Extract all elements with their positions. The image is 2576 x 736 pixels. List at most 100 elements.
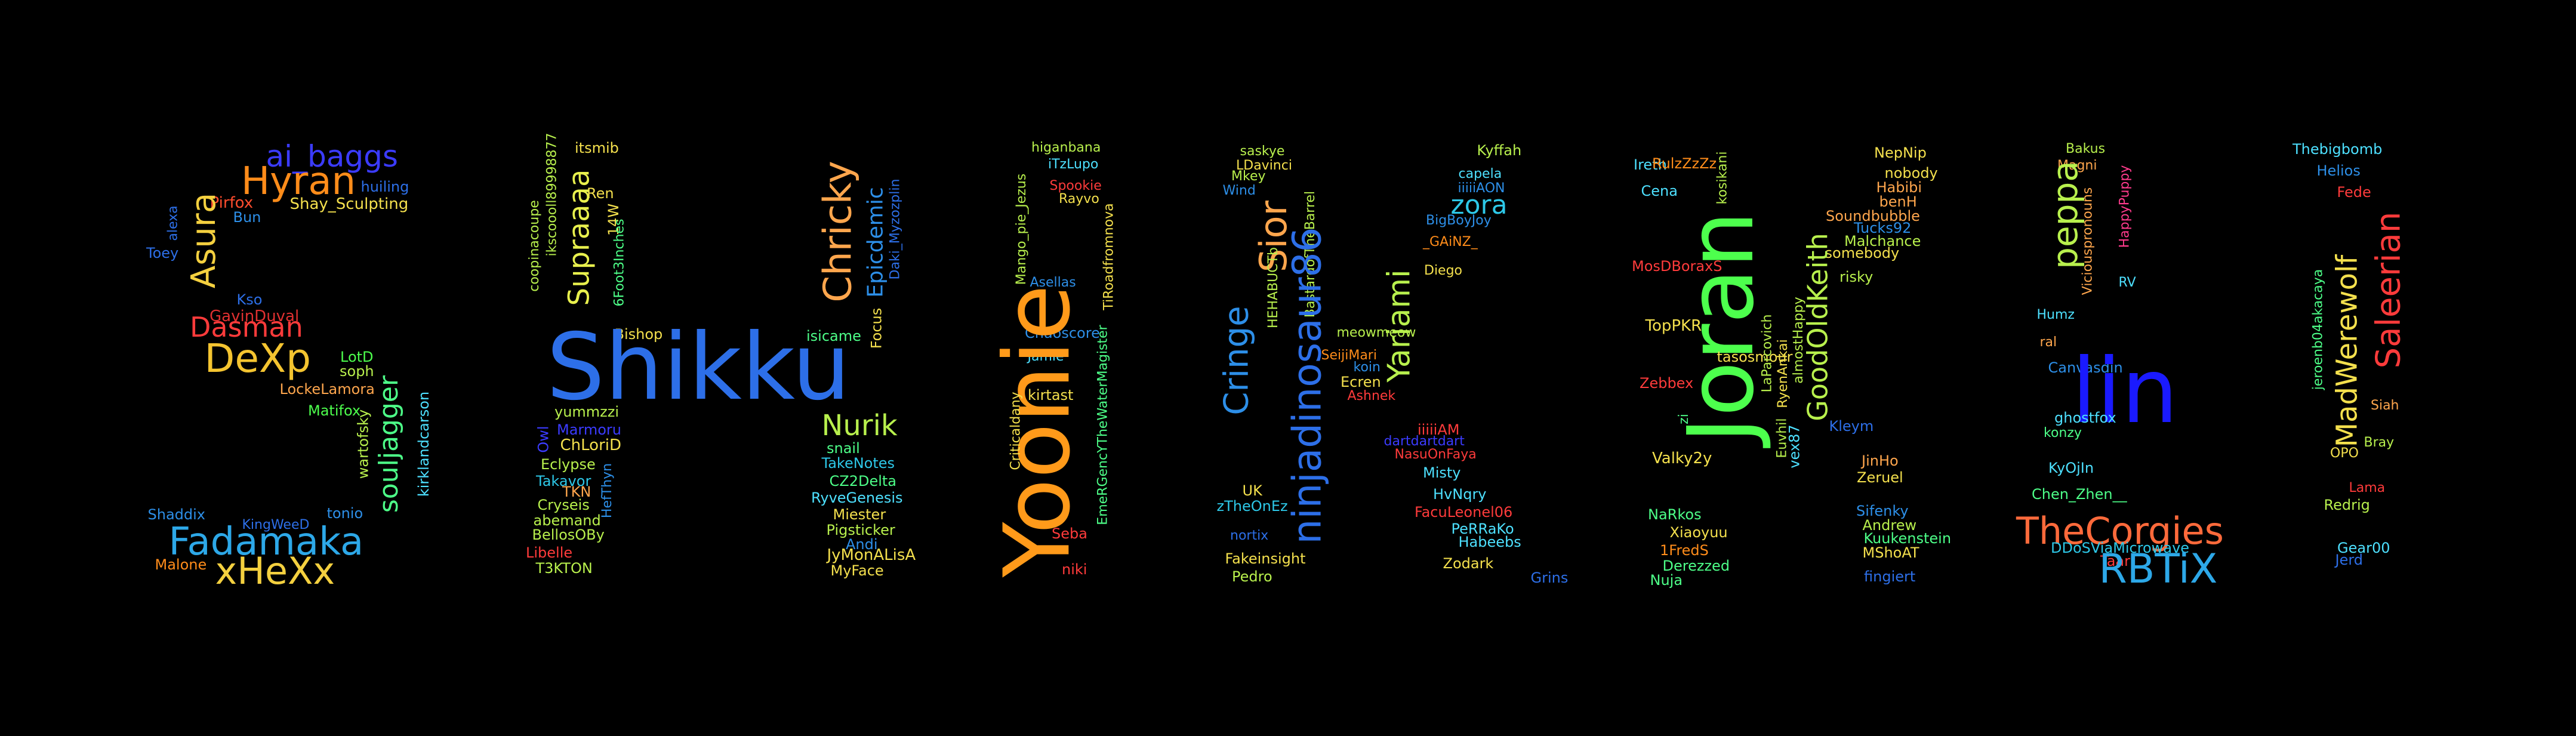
cloud-word: Humz: [2036, 307, 2075, 322]
cloud-word: Takavor: [536, 473, 591, 489]
cloud-word: Malone: [155, 556, 207, 573]
cloud-word: lin: [2072, 340, 2178, 444]
cloud-word: Grins: [1530, 569, 1569, 586]
cloud-word: LockeLamora: [279, 381, 375, 398]
cloud-word: ral: [2039, 335, 2057, 350]
cloud-word: Matifox: [308, 402, 361, 419]
cloud-word: LDavinci: [1236, 158, 1292, 173]
cloud-word: JyMonALisA: [827, 546, 916, 564]
cloud-word: ghostfox: [2054, 409, 2116, 426]
cloud-word: Bray: [2364, 435, 2395, 450]
cloud-word: tonio: [326, 505, 363, 522]
cloud-word: BigBoyJoy: [1426, 213, 1492, 228]
cloud-word: Daki_Myzozplin: [887, 178, 902, 280]
cloud-word: saskye: [1240, 144, 1285, 159]
cloud-word: MyFace: [830, 562, 884, 579]
cloud-word: snail: [827, 440, 860, 457]
cloud-word: isicame: [806, 328, 861, 344]
cloud-word: Andi: [846, 536, 878, 553]
cloud-word: Saleerian: [2368, 211, 2408, 369]
cloud-word: Rayvo: [1059, 192, 1099, 207]
cloud-word: Asellas: [1030, 275, 1076, 290]
cloud-word: 6Foot3Inches: [611, 218, 627, 307]
cloud-word: abemand: [533, 512, 601, 529]
cloud-word: souljagger: [374, 375, 405, 513]
cloud-word: Taar: [2100, 553, 2130, 569]
cloud-word: Toey: [146, 245, 179, 261]
cloud-word: Asura: [184, 192, 224, 289]
cloud-word: Bakus: [2066, 141, 2106, 156]
cloud-word: soph: [340, 363, 374, 380]
cloud-word: Lama: [2349, 481, 2386, 495]
cloud-word: benH: [1879, 193, 1917, 210]
cloud-word: niki: [1062, 561, 1087, 578]
cloud-word: itsmib: [575, 140, 619, 156]
cloud-word: TiRoadfromnova: [1101, 203, 1117, 310]
cloud-word: DeXp: [204, 335, 312, 381]
cloud-word: HEHABUCTb: [1266, 247, 1281, 328]
cloud-word: Owl: [535, 426, 552, 453]
cloud-word: Ireth: [1634, 156, 1667, 173]
cloud-word: somebody: [1825, 245, 1900, 261]
cloud-word: Chaoscore: [1025, 325, 1100, 341]
cloud-word: Mango_pie_Jezus: [1014, 173, 1030, 285]
cloud-word: ninjadinosaur86: [1284, 227, 1330, 544]
cloud-word: Pirfox: [209, 194, 254, 212]
cloud-word: Kso: [236, 291, 263, 308]
cloud-word: meowmeow: [1336, 325, 1416, 340]
cloud-word: EmeRGencYTheWaterMagister: [1095, 325, 1111, 525]
cloud-word: higanbana: [1031, 140, 1101, 155]
cloud-word: _GAiNZ_: [1423, 235, 1478, 250]
cloud-word: Ren: [587, 185, 614, 202]
cloud-word: Redrig: [2324, 497, 2370, 513]
cloud-word: iiiiiAM: [1418, 421, 1460, 438]
cloud-word: Spookie: [1049, 178, 1102, 193]
cloud-word: alexa: [165, 205, 181, 241]
cloud-word: FacuLeonel06: [1415, 504, 1513, 521]
cloud-word: Cryseis: [537, 497, 590, 513]
cloud-word: Miester: [833, 506, 886, 523]
cloud-word: kirtast: [1028, 387, 1074, 404]
cloud-word: Andrew: [1862, 517, 1917, 534]
cloud-word: Shikku: [546, 314, 851, 421]
cloud-word: Helios: [2316, 162, 2361, 179]
cloud-word: RyenAnkai: [1775, 339, 1791, 408]
cloud-word: Focus: [867, 307, 885, 349]
cloud-word: OPO: [2330, 446, 2359, 461]
cloud-word: Criticaldany: [1008, 392, 1024, 470]
cloud-word: zi: [1676, 414, 1691, 424]
cloud-word: Diego: [1424, 263, 1463, 278]
cloud-word: BellosOBy: [532, 526, 605, 543]
cloud-word: CZ2Delta: [829, 473, 897, 489]
cloud-word: Jerd: [2335, 552, 2364, 568]
cloud-word: Marmoru: [557, 421, 621, 438]
cloud-word: NepNip: [1874, 144, 1927, 161]
cloud-word: Dasman: [190, 311, 303, 343]
cloud-word: RyveGenesis: [811, 489, 903, 506]
cloud-word: MShoAT: [1862, 544, 1919, 561]
cloud-word: Cena: [1641, 183, 1678, 199]
cloud-word: Ecren: [1341, 374, 1381, 390]
cloud-word: kirklandcarson: [415, 391, 433, 497]
cloud-word: konzy: [2044, 426, 2082, 441]
cloud-word: fingiert: [1864, 568, 1916, 585]
cloud-word: Libelle: [526, 544, 573, 561]
cloud-word: ai_baggs: [266, 139, 398, 174]
cloud-word: MosDBoraxS: [1632, 258, 1723, 275]
cloud-word: zora: [1450, 190, 1508, 220]
cloud-word: Thebigbomb: [2292, 141, 2383, 158]
cloud-word: MadWerewolf: [2330, 254, 2364, 448]
cloud-word: Kleym: [1829, 418, 1874, 435]
cloud-word: jeroenb04akacaya: [2310, 269, 2325, 390]
cloud-word: Cringe: [1217, 306, 1256, 415]
cloud-word: Nuja: [1650, 572, 1683, 589]
cloud-word: TakeNotes: [821, 455, 895, 472]
cloud-word: UK: [1242, 482, 1262, 499]
cloud-word: nortix: [1230, 528, 1269, 543]
cloud-word: Magni: [2057, 158, 2097, 173]
cloud-word: PeRRaKo: [1451, 521, 1514, 537]
cloud-word: Tucks92: [1854, 220, 1912, 236]
cloud-word: Eclypse: [541, 456, 596, 473]
cloud-word: LotD: [340, 349, 374, 365]
cloud-word: HefThyn: [600, 463, 615, 519]
